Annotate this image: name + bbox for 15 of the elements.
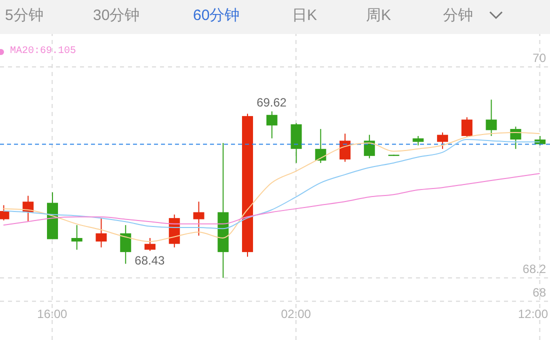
legend-label: MA20:69.105: [9, 46, 76, 57]
x-tick-label: 12:00: [518, 307, 548, 321]
annotation: 日K: [292, 6, 318, 25]
annotation: 分钟: [443, 6, 473, 25]
y-tick-label: 68.2: [522, 262, 546, 276]
annotation: 30分钟: [93, 6, 140, 25]
annotation: 69.62: [256, 95, 287, 110]
y-tick-label: 68: [532, 285, 546, 300]
y-tick-label: 70: [532, 50, 546, 65]
annotation: 周K: [366, 6, 392, 25]
annotation: 5分钟: [5, 6, 44, 25]
x-tick-label: 16:00: [37, 307, 68, 321]
annotation: 68.43: [134, 253, 166, 268]
annotation: 60分钟: [193, 6, 240, 25]
x-tick-label: 02:00: [280, 307, 312, 321]
